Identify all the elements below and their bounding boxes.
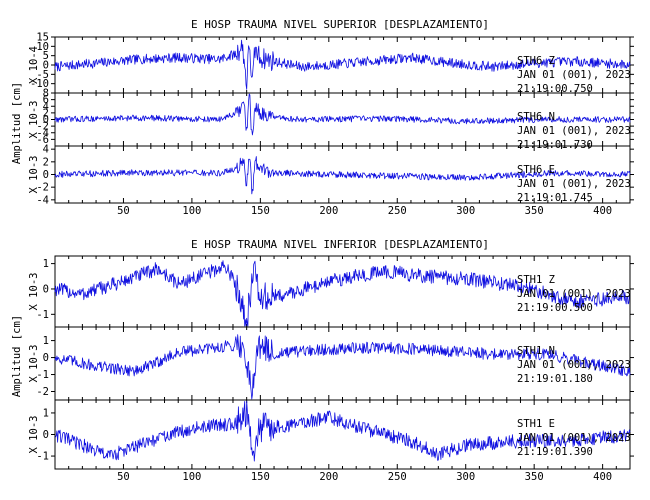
y-tick-label: 1 [43, 258, 49, 270]
y-tick-label: 6 [43, 94, 49, 106]
x-tick-label: 250 [388, 471, 407, 483]
y-tick-label: 2 [43, 156, 49, 168]
scale-label: X 10-4 [28, 46, 40, 84]
channel-date: JAN 01 (001), 2023 [517, 432, 631, 444]
channel-date: JAN 01 (001), 2023 [517, 69, 631, 81]
y-tick-label: 0 [43, 429, 49, 441]
x-tick-label: 350 [525, 205, 544, 217]
x-tick-label: 300 [456, 205, 475, 217]
y-tick-label: -5 [36, 69, 49, 81]
y-tick-label: -4 [36, 194, 49, 206]
channel-label: STH1 E [517, 418, 555, 430]
chart-title-lower: E HOSP TRAUMA NIVEL INFERIOR [DESPLAZAMI… [191, 238, 489, 251]
y-tick-label: -2 [36, 386, 49, 398]
y-tick-label: -1 [36, 451, 49, 463]
trace-sth1-z [54, 260, 631, 327]
y-tick-label: 1 [43, 335, 49, 347]
y-tick-label: 1 [43, 407, 49, 419]
x-tick-label: 200 [319, 471, 338, 483]
chart-upper: E HOSP TRAUMA NIVEL SUPERIOR [DESPLAZAMI… [11, 18, 634, 217]
y-tick-label: 15 [36, 32, 49, 44]
channel-date: JAN 01 (001), 2023 [517, 178, 631, 190]
y-tick-label: 0 [43, 352, 49, 364]
scale-label: X 10-3 [28, 273, 40, 311]
x-tick-label: 400 [593, 471, 612, 483]
y-tick-label: 0 [43, 283, 49, 295]
x-tick-label: 150 [251, 471, 270, 483]
trace-sth1-e [54, 400, 631, 462]
channel-time: 21:19:01.390 [517, 446, 593, 458]
y-tick-label: 4 [43, 144, 49, 156]
channel-date: JAN 01 (001), 2023 [517, 359, 631, 371]
x-tick-label: 50 [117, 205, 130, 217]
panel-sth1-n: -2 -1 0 1X 10-3 STH1 N JAN 01 (001), 2023 21:1… [28, 326, 634, 401]
y-tick-label: -10 [30, 78, 49, 90]
chart-lower: E HOSP TRAUMA NIVEL INFERIOR [DESPLAZAMI… [11, 238, 634, 483]
channel-time: 21:19:00.500 [517, 302, 593, 314]
scale-label: X 10-3 [28, 156, 40, 194]
y-tick-label: 8 [43, 88, 49, 100]
trace-sth6-n [54, 93, 631, 136]
x-tick-label: 200 [319, 205, 338, 217]
y-tick-label: 0 [43, 114, 49, 126]
y-tick-label: -6 [36, 134, 49, 146]
channel-time: 21:19:00.750 [517, 83, 593, 95]
channel-time: 21:19:01.745 [517, 192, 593, 204]
scale-label: X 10-3 [28, 345, 40, 383]
channel-time: 21:19:01.730 [517, 139, 593, 151]
trace-sth6-z [54, 39, 631, 90]
y-tick-label: -1 [36, 309, 49, 321]
channel-label: STH1 N [517, 345, 555, 357]
channel-label: STH6 N [517, 111, 555, 123]
y-tick-label: 5 [43, 50, 49, 62]
y-tick-label: -2 [36, 121, 49, 133]
trace-sth6-e [54, 156, 631, 195]
scale-label: X 10-3 [28, 416, 40, 454]
panel-sth1-z: -1 0 1X 10-3 STH1 Z JAN 01 (001), 2023 21:19:… [28, 255, 634, 328]
y-tick-label: 0 [43, 169, 49, 181]
y-tick-label: -1 [36, 369, 49, 381]
channel-date: JAN 01 (001), 2023 [517, 125, 631, 137]
channel-time: 21:19:01.180 [517, 373, 593, 385]
channel-label: STH6 Z [517, 55, 555, 67]
x-tick-label: 100 [182, 205, 201, 217]
y-tick-label: -2 [36, 182, 49, 194]
x-tick-label: 250 [388, 205, 407, 217]
x-tick-label: 400 [593, 205, 612, 217]
x-tick-label: 100 [182, 471, 201, 483]
y-axis-label: Amplitud [cm] [11, 315, 23, 397]
x-tick-label: 300 [456, 471, 475, 483]
y-axis-label: Amplitud [cm] [11, 82, 23, 164]
y-tick-label: 10 [36, 41, 49, 53]
x-tick-label: 150 [251, 205, 270, 217]
panel-sth1-e: -1 0 1X 10-3 STH1 E JAN 01 (001), 2023 21:19:… [28, 399, 634, 470]
scale-label: X 10-3 [28, 101, 40, 139]
channel-label: STH1 Z [517, 274, 555, 286]
x-tick-label: 350 [525, 471, 544, 483]
x-tick-label: 50 [117, 471, 130, 483]
channel-date: JAN 01 (001), 2023 [517, 288, 631, 300]
channel-label: STH6 E [517, 164, 555, 176]
y-tick-label: 2 [43, 107, 49, 119]
y-tick-label: 0 [43, 60, 49, 72]
y-tick-label: -4 [36, 127, 49, 139]
chart-title-upper: E HOSP TRAUMA NIVEL SUPERIOR [DESPLAZAMI… [191, 18, 489, 31]
y-tick-label: 4 [43, 101, 49, 113]
trace-sth1-n [54, 334, 631, 400]
